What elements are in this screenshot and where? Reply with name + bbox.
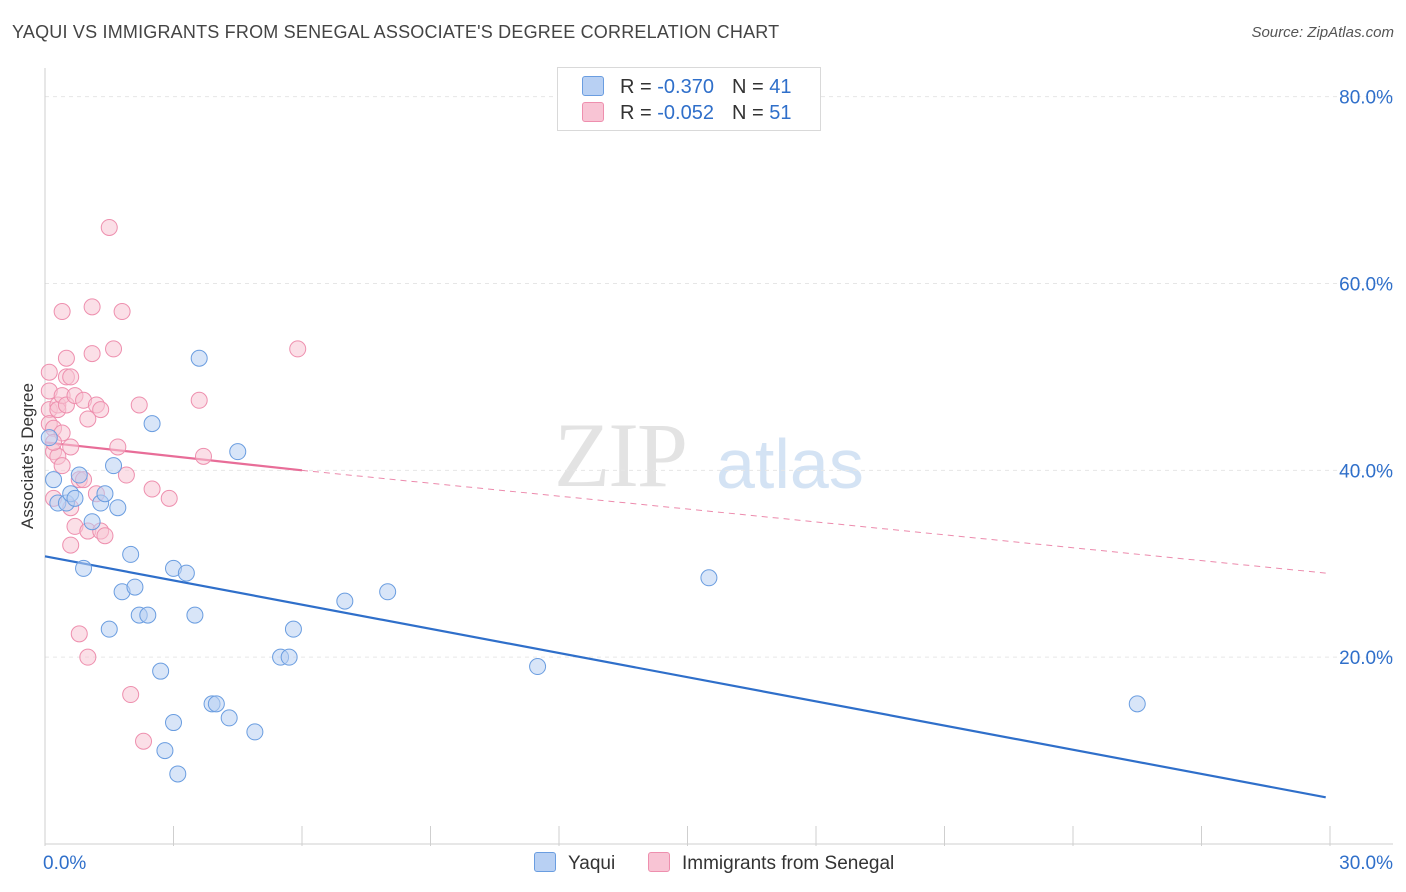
legend-n-value: 51	[769, 102, 792, 124]
correlation-legend: R = -0.370 N = 41 R = -0.052 N = 51	[557, 67, 821, 131]
point-yaqui	[126, 578, 144, 596]
point-yaqui	[100, 620, 118, 638]
point-senegal	[92, 401, 110, 419]
point-senegal	[79, 410, 97, 428]
legend-r-value: -0.370	[657, 76, 714, 98]
tick-labels: 20.0% 40.0% 60.0% 80.0% 0.0% 30.0%	[43, 88, 1393, 874]
point-senegal	[62, 536, 80, 554]
point-senegal	[105, 340, 123, 358]
point-senegal	[79, 648, 97, 666]
point-yaqui	[220, 709, 238, 727]
trend-line-yaqui	[44, 555, 1326, 799]
point-senegal	[53, 457, 71, 475]
point-senegal	[289, 340, 307, 358]
chart-title: YAQUI VS IMMIGRANTS FROM SENEGAL ASSOCIA…	[12, 22, 780, 42]
point-yaqui	[66, 489, 84, 507]
legend-row-senegal: R = -0.052 N = 51	[582, 102, 791, 126]
point-yaqui	[246, 723, 264, 741]
source-credit: Source: ZipAtlas.com	[1251, 24, 1394, 41]
point-yaqui	[169, 765, 187, 783]
point-yaqui	[105, 457, 123, 475]
y-axis-label: Associate's Degree	[18, 383, 37, 529]
legend-swatch-yaqui	[582, 76, 604, 96]
point-senegal	[83, 345, 101, 363]
series-swatch-yaqui	[534, 852, 556, 872]
legend-row-yaqui: R = -0.370 N = 41	[582, 76, 791, 100]
point-senegal	[57, 349, 75, 367]
point-yaqui	[190, 349, 208, 367]
point-yaqui	[177, 564, 195, 582]
point-yaqui	[139, 606, 157, 624]
point-yaqui	[207, 695, 225, 713]
x-tick-label-max: 30.0%	[1339, 853, 1393, 874]
series-legend-yaqui: Yaqui	[534, 852, 615, 876]
legend-r-label: R =	[620, 76, 652, 98]
trend-lines	[44, 441, 1326, 799]
point-senegal	[62, 438, 80, 456]
point-yaqui	[336, 592, 354, 610]
point-yaqui	[109, 499, 127, 517]
point-yaqui	[96, 485, 114, 503]
point-senegal	[40, 363, 58, 381]
point-senegal	[160, 489, 178, 507]
point-senegal	[100, 218, 118, 236]
point-yaqui	[165, 714, 182, 732]
point-senegal	[130, 396, 148, 414]
point-yaqui	[700, 569, 718, 587]
legend-n-label: N =	[731, 76, 764, 98]
point-yaqui	[379, 583, 397, 601]
point-yaqui	[186, 606, 204, 624]
watermark-zip: ZIP	[554, 404, 688, 506]
point-yaqui	[280, 648, 298, 666]
point-yaqui	[83, 513, 101, 531]
y-tick-label: 40.0%	[1339, 461, 1393, 482]
legend-r-label: R =	[620, 102, 652, 124]
series-legend-senegal: Immigrants from Senegal	[648, 852, 894, 876]
point-yaqui	[40, 429, 58, 447]
data-points	[40, 218, 1146, 783]
y-tick-label: 80.0%	[1339, 88, 1393, 109]
point-yaqui	[143, 415, 161, 433]
grid-lines	[45, 96, 1393, 658]
watermark-atlas: atlas	[716, 425, 864, 503]
y-tick-label: 60.0%	[1339, 275, 1393, 296]
point-senegal	[62, 368, 80, 386]
legend-swatch-senegal	[582, 102, 604, 122]
point-senegal	[117, 466, 135, 484]
point-yaqui	[156, 742, 174, 760]
axes	[44, 68, 1393, 846]
series-swatch-senegal	[648, 852, 670, 872]
series-label-senegal: Immigrants from Senegal	[682, 853, 895, 874]
point-senegal	[109, 438, 127, 456]
point-yaqui	[152, 662, 170, 680]
x-tick-label-min: 0.0%	[43, 853, 86, 874]
point-senegal	[135, 732, 153, 750]
point-senegal	[113, 303, 131, 321]
point-senegal	[70, 625, 88, 643]
legend-n-value: 41	[769, 76, 792, 98]
legend-r-value: -0.052	[657, 102, 714, 124]
trend-line-senegal	[44, 441, 303, 472]
point-senegal	[190, 391, 208, 409]
legend-n-label: N =	[731, 102, 764, 124]
series-label-yaqui: Yaqui	[568, 853, 616, 874]
point-senegal	[143, 480, 161, 498]
point-yaqui	[229, 443, 247, 461]
point-senegal	[122, 686, 140, 704]
y-tick-label: 20.0%	[1339, 648, 1393, 669]
point-senegal	[53, 303, 71, 321]
point-yaqui	[529, 658, 547, 676]
point-yaqui	[1128, 695, 1146, 713]
point-yaqui	[45, 471, 63, 489]
trend-line-senegal-extension	[301, 469, 1326, 574]
point-senegal	[96, 527, 114, 545]
point-yaqui	[70, 466, 88, 484]
point-yaqui	[75, 559, 93, 577]
point-yaqui	[284, 620, 302, 638]
point-yaqui	[122, 545, 140, 563]
point-senegal	[83, 298, 101, 316]
point-senegal	[194, 447, 212, 465]
